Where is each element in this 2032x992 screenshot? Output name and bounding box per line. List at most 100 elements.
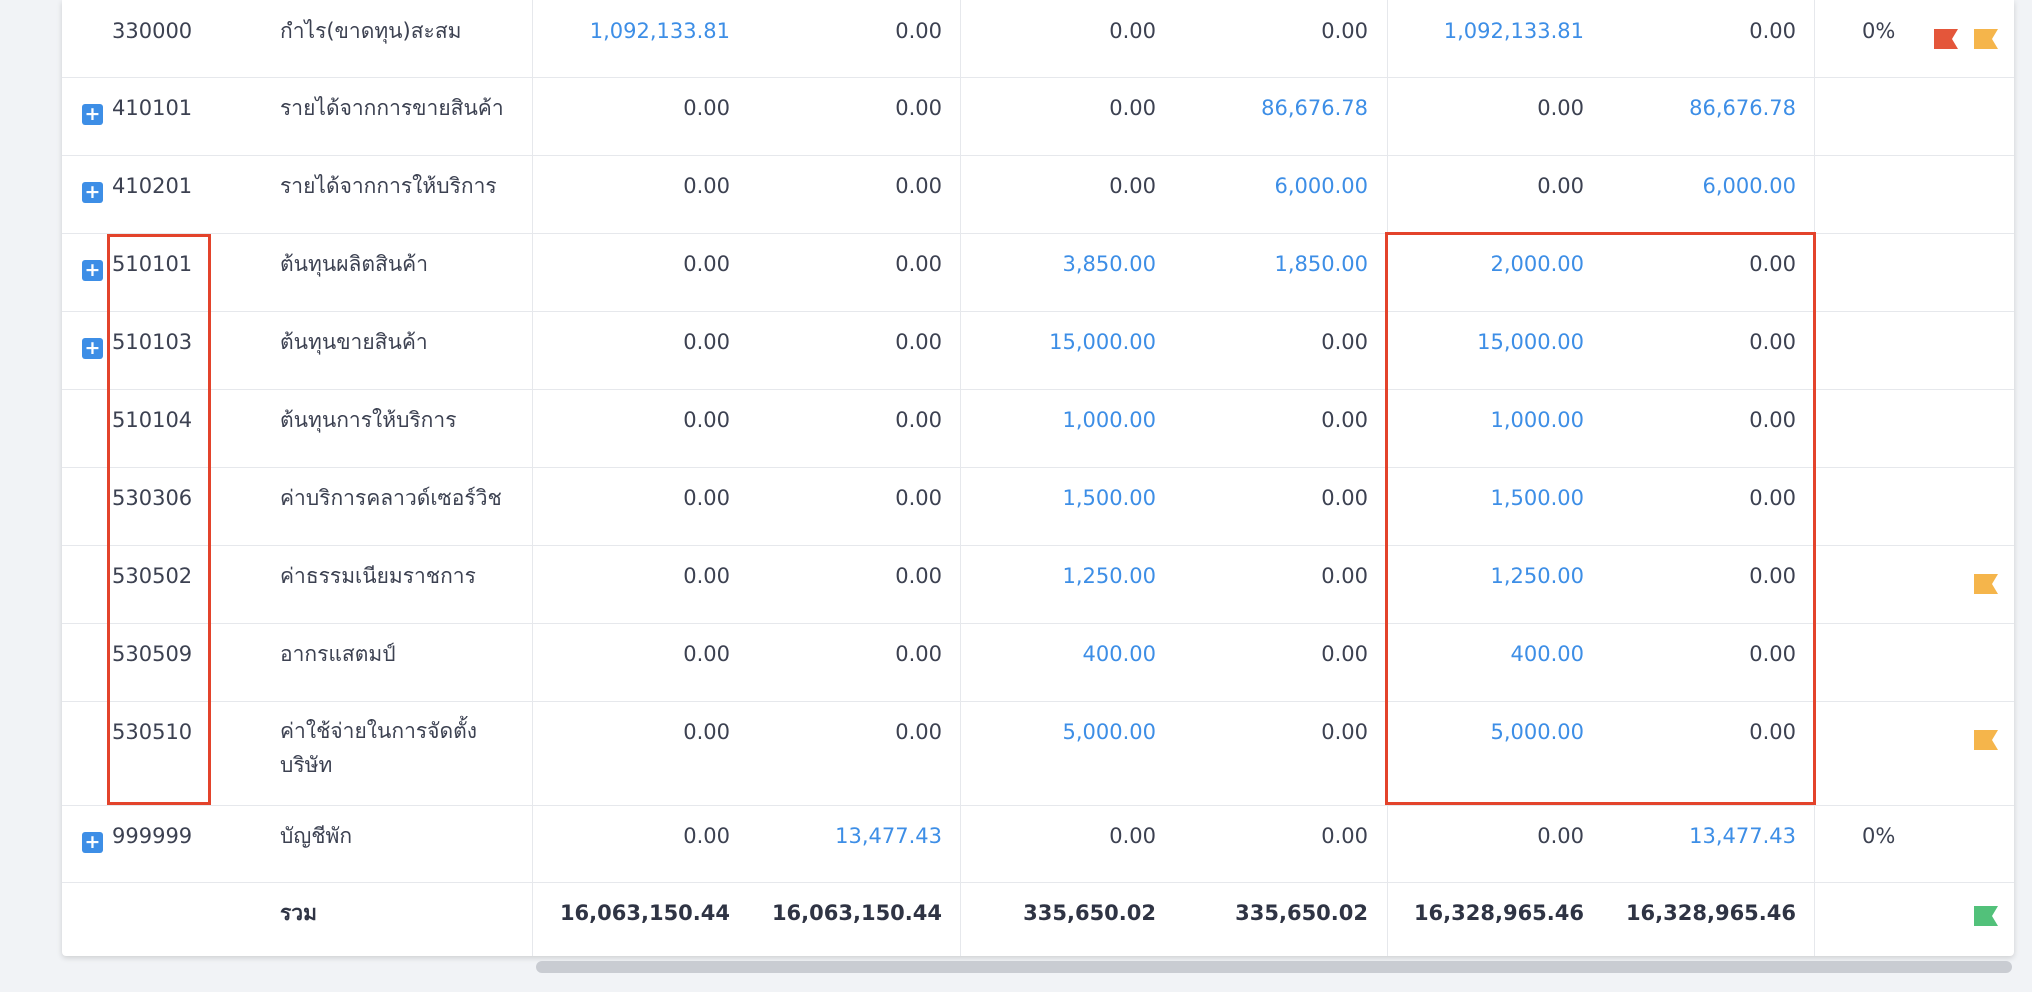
amount-link[interactable]: 1,092,133.81 (1443, 19, 1584, 43)
table-row: + 410101 รายได้จากการขายสินค้า 0.00 0.00… (62, 77, 2014, 156)
amount-value: 0.00 (895, 330, 942, 354)
table-row: + 410201 รายได้จากการให้บริการ 0.00 0.00… (62, 155, 2014, 234)
amount-value: 0.00 (1749, 720, 1796, 744)
amount-link[interactable]: 6,000.00 (1702, 174, 1796, 198)
amount-value: 0.00 (683, 824, 730, 848)
amount-value: 0.00 (1321, 564, 1368, 588)
amount-link[interactable]: 1,000.00 (1062, 408, 1156, 432)
amount-link[interactable]: 13,477.43 (1689, 824, 1796, 848)
amount-link[interactable]: 3,850.00 (1062, 252, 1156, 276)
account-name: รายได้จากการให้บริการ (280, 174, 497, 198)
horizontal-scrollbar[interactable] (536, 961, 2012, 973)
amount-value: 0.00 (1321, 19, 1368, 43)
account-name: ต้นทุนการให้บริการ (280, 408, 457, 432)
amount-value: 0.00 (1537, 824, 1584, 848)
amount-value: 0.00 (1749, 564, 1796, 588)
amount-value: 0.00 (1109, 19, 1156, 43)
amount-value: 0.00 (1321, 642, 1368, 666)
amount-value: 0.00 (1749, 642, 1796, 666)
amount-link[interactable]: 2,000.00 (1490, 252, 1584, 276)
table-row: 530502 ค่าธรรมเนียมราชการ 0.00 0.00 1,25… (62, 545, 2014, 624)
amount-value: 0.00 (1321, 408, 1368, 432)
table-row: + 510103 ต้นทุนขายสินค้า 0.00 0.00 15,00… (62, 311, 2014, 390)
amount-link[interactable]: 15,000.00 (1049, 330, 1156, 354)
table-row: + 999999 บัญชีพัก 0.00 13,477.43 0.00 0.… (62, 805, 2014, 883)
account-code: 530510 (112, 720, 193, 744)
account-name: บัญชีพัก (280, 824, 353, 848)
green-flag-icon[interactable] (1974, 906, 1998, 926)
orange-flag-icon[interactable] (1974, 29, 1998, 49)
account-code: 530306 (112, 486, 193, 510)
amount-link[interactable]: 86,676.78 (1689, 96, 1796, 120)
amount-link[interactable]: 1,500.00 (1062, 486, 1156, 510)
expand-row-icon[interactable]: + (82, 260, 103, 281)
amount-value: 0.00 (683, 486, 730, 510)
table-row: 510104 ต้นทุนการให้บริการ 0.00 0.00 1,00… (62, 389, 2014, 468)
account-code: 410201 (112, 174, 193, 198)
amount-value: 0.00 (683, 96, 730, 120)
expand-row-icon[interactable]: + (82, 182, 103, 203)
total-value: 335,650.02 (1235, 901, 1368, 925)
account-code: 510104 (112, 408, 193, 432)
amount-value: 0.00 (895, 564, 942, 588)
amount-value: 0.00 (1749, 252, 1796, 276)
expand-row-icon[interactable]: + (82, 104, 103, 125)
amount-link[interactable]: 400.00 (1082, 642, 1156, 666)
amount-value: 0.00 (1537, 96, 1584, 120)
amount-value: 0.00 (683, 564, 730, 588)
amount-value: 0.00 (683, 642, 730, 666)
account-name: อากรแสตมป์ (280, 642, 396, 666)
amount-value: 0.00 (895, 408, 942, 432)
orange-flag-icon[interactable] (1974, 730, 1998, 750)
account-code: 510101 (112, 252, 193, 276)
amount-value: 0.00 (1321, 720, 1368, 744)
trial-balance-table: 330000 กำไร(ขาดทุน)สะสม 1,092,133.81 0.0… (62, 0, 2014, 956)
percent-value: 0% (1862, 824, 1896, 848)
amount-link[interactable]: 1,850.00 (1274, 252, 1368, 276)
account-name: ค่าธรรมเนียมราชการ (280, 564, 476, 588)
amount-value: 0.00 (683, 720, 730, 744)
amount-value: 0.00 (683, 330, 730, 354)
amount-value: 0.00 (895, 486, 942, 510)
amount-link[interactable]: 86,676.78 (1261, 96, 1368, 120)
expand-row-icon[interactable]: + (82, 832, 103, 853)
amount-link[interactable]: 400.00 (1510, 642, 1584, 666)
amount-value: 0.00 (1749, 408, 1796, 432)
account-code: 510103 (112, 330, 193, 354)
amount-link[interactable]: 1,092,133.81 (589, 19, 730, 43)
amount-value: 0.00 (895, 720, 942, 744)
amount-link[interactable]: 1,500.00 (1490, 486, 1584, 510)
table-row: 330000 กำไร(ขาดทุน)สะสม 1,092,133.81 0.0… (62, 0, 2014, 78)
amount-value: 0.00 (1321, 824, 1368, 848)
account-code: 999999 (112, 824, 193, 848)
table-row: + 510101 ต้นทุนผลิตสินค้า 0.00 0.00 3,85… (62, 233, 2014, 312)
amount-link[interactable]: 1,250.00 (1062, 564, 1156, 588)
table-row: 530510 ค่าใช้จ่ายในการจัดตั้ง บริษัท 0.0… (62, 701, 2014, 806)
orange-flag-icon[interactable] (1974, 574, 1998, 594)
expand-row-icon[interactable]: + (82, 338, 103, 359)
amount-link[interactable]: 6,000.00 (1274, 174, 1368, 198)
amount-link[interactable]: 13,477.43 (835, 824, 942, 848)
total-value: 16,328,965.46 (1413, 901, 1584, 925)
total-value: 335,650.02 (1023, 901, 1156, 925)
table-row: 530509 อากรแสตมป์ 0.00 0.00 400.00 0.00 … (62, 623, 2014, 702)
account-name: กำไร(ขาดทุน)สะสม (280, 19, 462, 43)
amount-value: 0.00 (1321, 486, 1368, 510)
amount-link[interactable]: 1,000.00 (1490, 408, 1584, 432)
column-divider (532, 0, 533, 956)
account-name: ต้นทุนขายสินค้า (280, 330, 428, 354)
amount-link[interactable]: 5,000.00 (1062, 720, 1156, 744)
amount-link[interactable]: 1,250.00 (1490, 564, 1584, 588)
total-value: 16,063,150.44 (559, 901, 730, 925)
column-divider (960, 0, 961, 956)
amount-link[interactable]: 5,000.00 (1490, 720, 1584, 744)
amount-link[interactable]: 15,000.00 (1477, 330, 1584, 354)
account-code: 330000 (112, 19, 193, 43)
percent-value: 0% (1862, 19, 1896, 43)
total-value: 16,063,150.44 (771, 901, 942, 925)
account-code: 530509 (112, 642, 193, 666)
amount-value: 0.00 (1109, 96, 1156, 120)
red-flag-icon[interactable] (1934, 29, 1958, 49)
account-name: ค่าใช้จ่ายในการจัดตั้ง บริษัท (280, 719, 477, 777)
amount-value: 0.00 (895, 174, 942, 198)
